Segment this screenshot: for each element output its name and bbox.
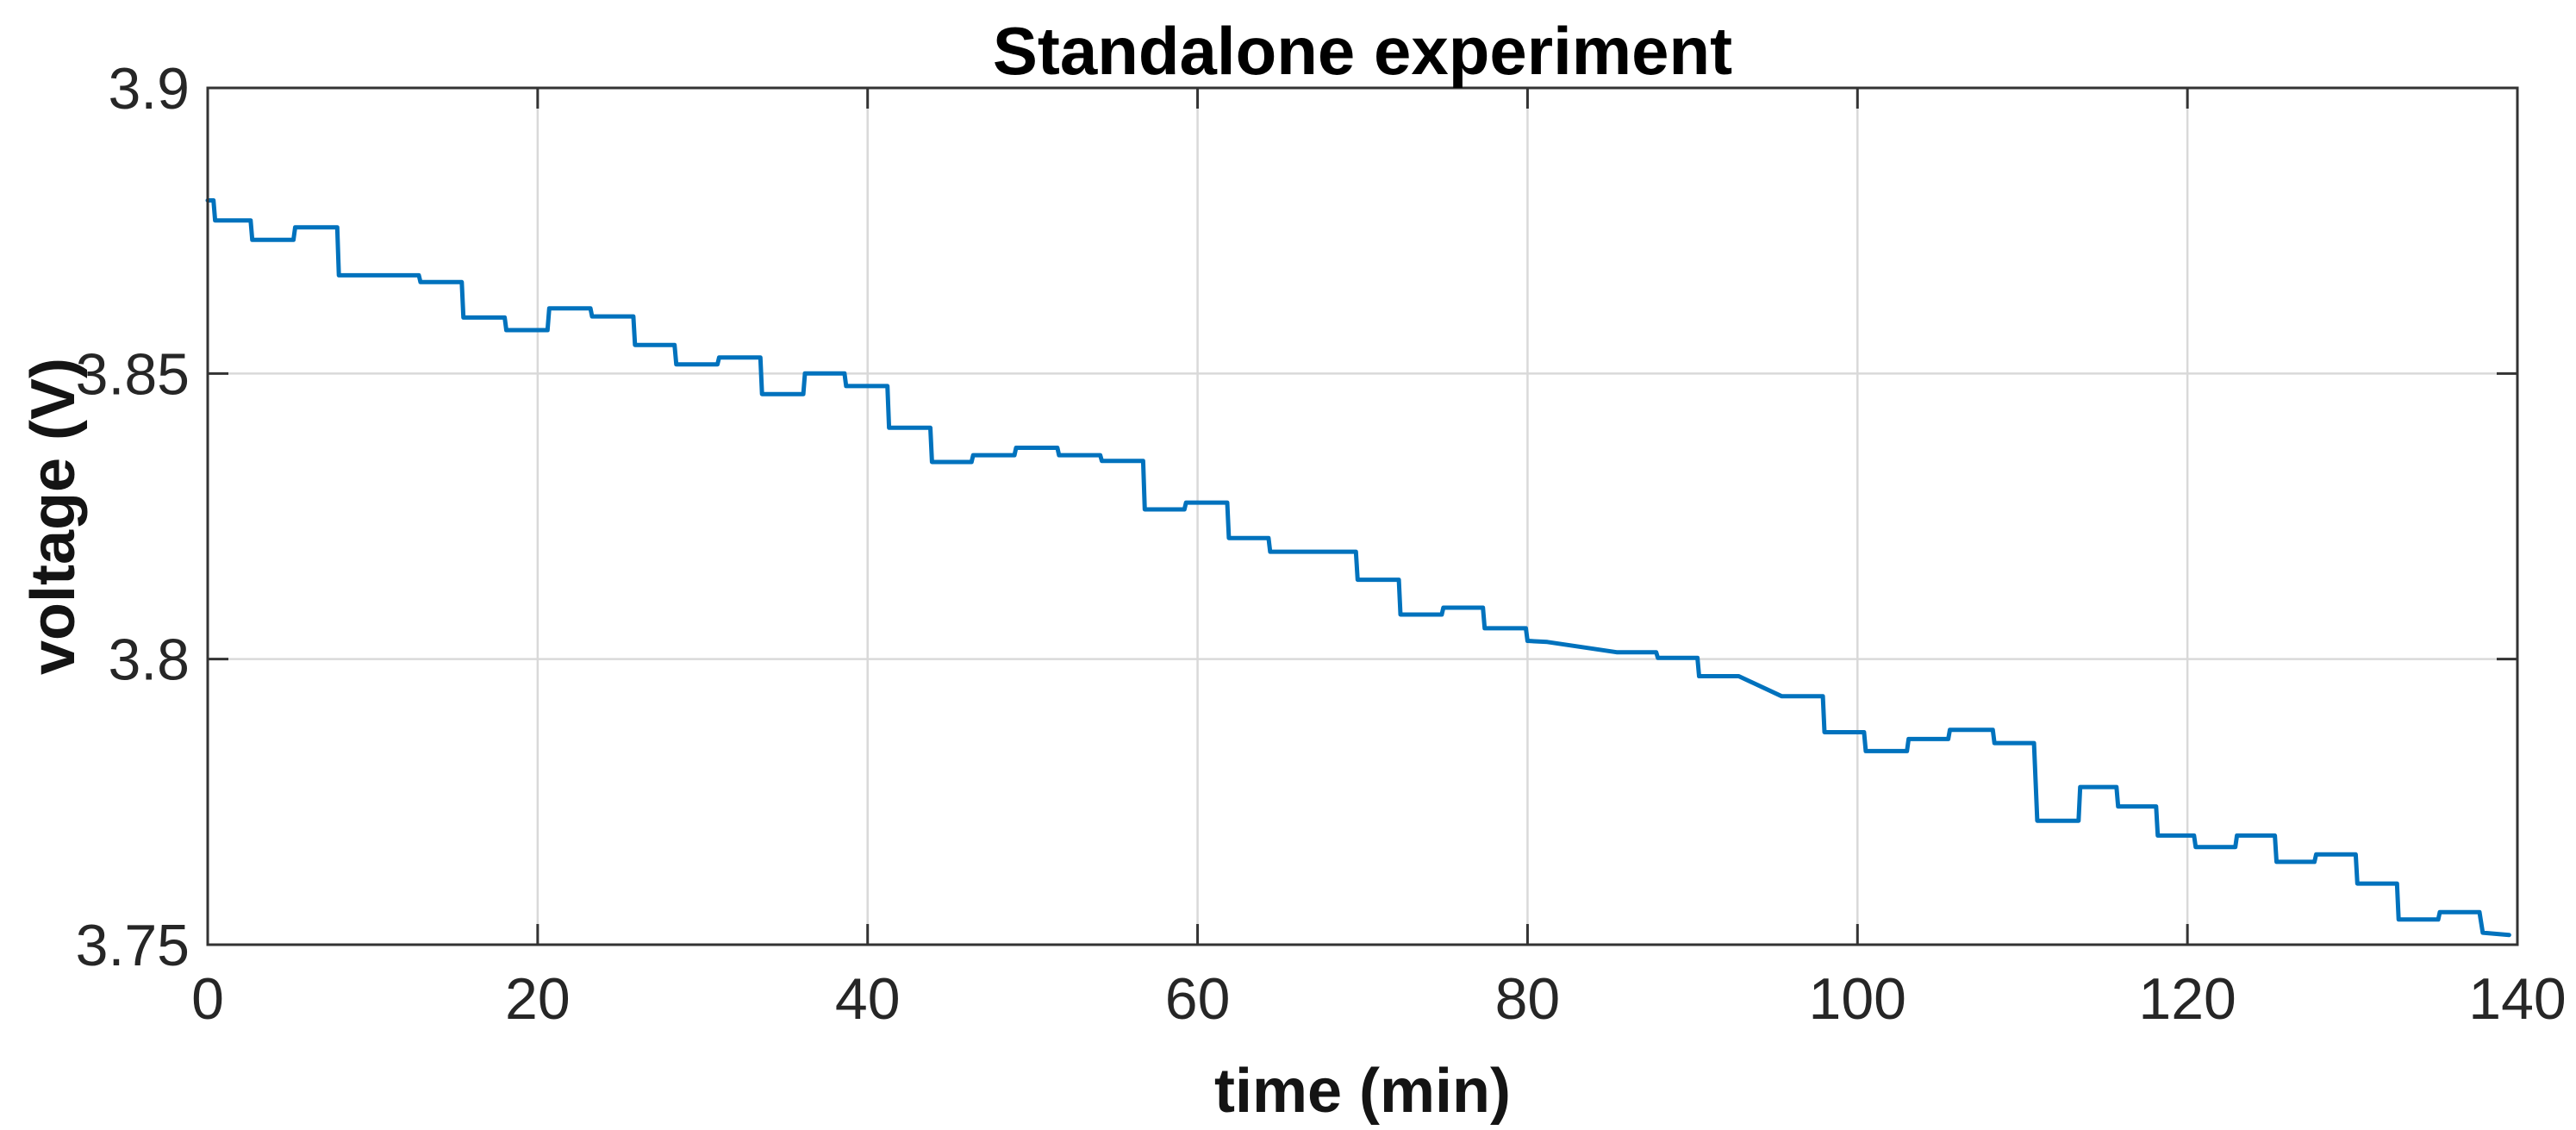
x-tick-label: 0 [191,966,224,1032]
x-tick-label: 100 [1809,966,1906,1032]
x-tick-label: 120 [2138,966,2236,1032]
tick-group [206,86,2519,946]
x-tick-label: 140 [2468,966,2566,1032]
y-tick-label: 3.9 [108,56,190,122]
x-tick-label: 80 [1495,966,1561,1032]
plot-area [208,88,2517,945]
y-tick-label: 3.75 [76,913,190,978]
x-tick-label: 60 [1165,966,1231,1032]
y-tick-label: 3.85 [76,341,190,407]
grid-group [208,88,2517,945]
y-axis-label: voltage (V) [19,358,88,675]
plot-border [206,86,2519,946]
chart-title: Standalone experiment [993,13,1732,89]
x-tick-label: 20 [505,966,571,1032]
x-axis-label: time (min) [1214,1057,1511,1126]
x-tick-label: 40 [835,966,901,1032]
series-group [205,198,2511,938]
voltage-line [205,198,2511,938]
tick-label-group: 0 20 40 60 80 100 120 140 3.75 3.8 3.85 3.9 [76,56,2567,1032]
y-tick-label: 3.8 [108,627,190,693]
